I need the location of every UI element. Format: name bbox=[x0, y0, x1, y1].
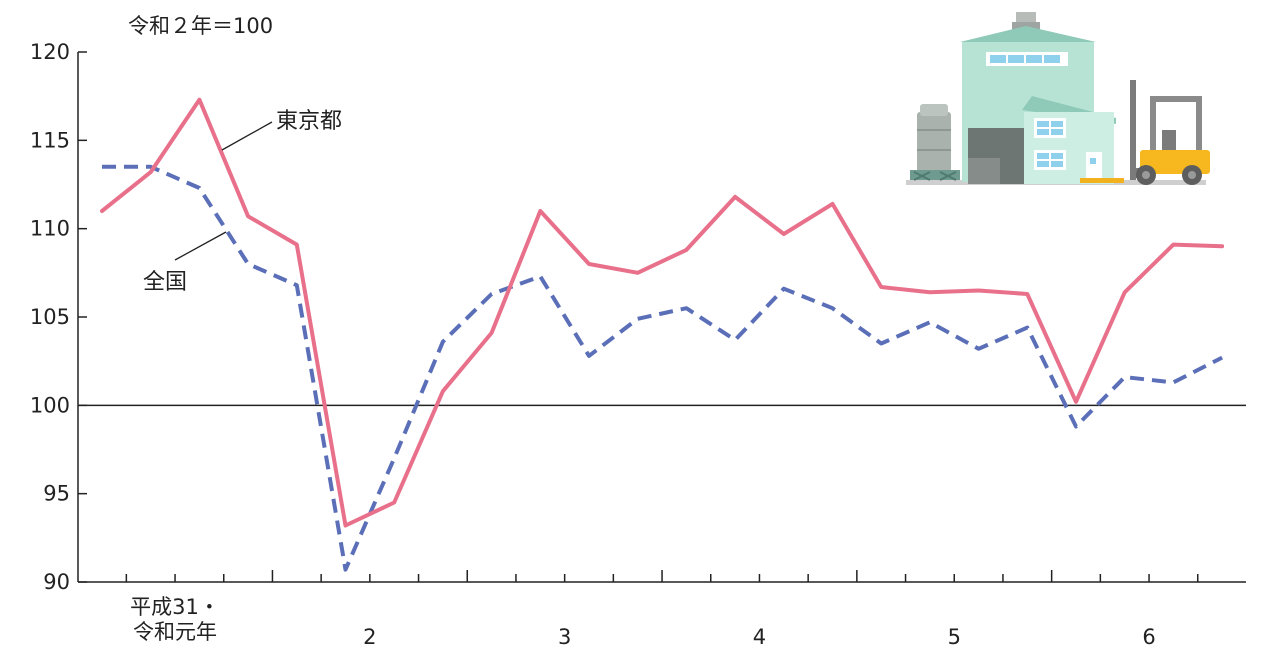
series-line-national bbox=[102, 164, 1224, 572]
x-year-label: 令和元年 bbox=[133, 620, 217, 644]
y-tick-label: 115 bbox=[30, 128, 70, 152]
y-tick-label: 110 bbox=[30, 217, 70, 241]
tokyo-leader-line bbox=[221, 121, 273, 151]
unit-label: 令和２年＝100 bbox=[128, 14, 274, 38]
x-year-label: 3 bbox=[558, 625, 571, 649]
forklift-icon bbox=[1130, 80, 1210, 185]
y-tick-label: 95 bbox=[43, 482, 70, 506]
national-leader-line bbox=[174, 231, 227, 261]
series-line-tokyo bbox=[100, 97, 1225, 528]
series-label-tokyo: 東京都 bbox=[276, 109, 342, 134]
y-tick-label: 120 bbox=[30, 40, 70, 64]
series-labels: 東京都 全国 bbox=[143, 109, 342, 295]
y-tick-label: 90 bbox=[43, 570, 70, 594]
x-year-label: 6 bbox=[1142, 625, 1155, 649]
x-year-label: 2 bbox=[363, 625, 376, 649]
series-lines bbox=[100, 97, 1225, 572]
factory-illustration bbox=[906, 12, 1210, 185]
x-year-label: 平成31・ bbox=[130, 595, 220, 619]
silo bbox=[917, 112, 951, 172]
x-year-label: 4 bbox=[753, 625, 766, 649]
y-tick-label: 105 bbox=[30, 305, 70, 329]
y-tick-label: 100 bbox=[30, 393, 70, 417]
x-year-label: 5 bbox=[948, 625, 961, 649]
axes: 90 95 100 105 110 115 120 平成31・令和元年 2 3 4 5 6 bbox=[30, 40, 1246, 649]
series-label-national: 全国 bbox=[143, 270, 187, 295]
